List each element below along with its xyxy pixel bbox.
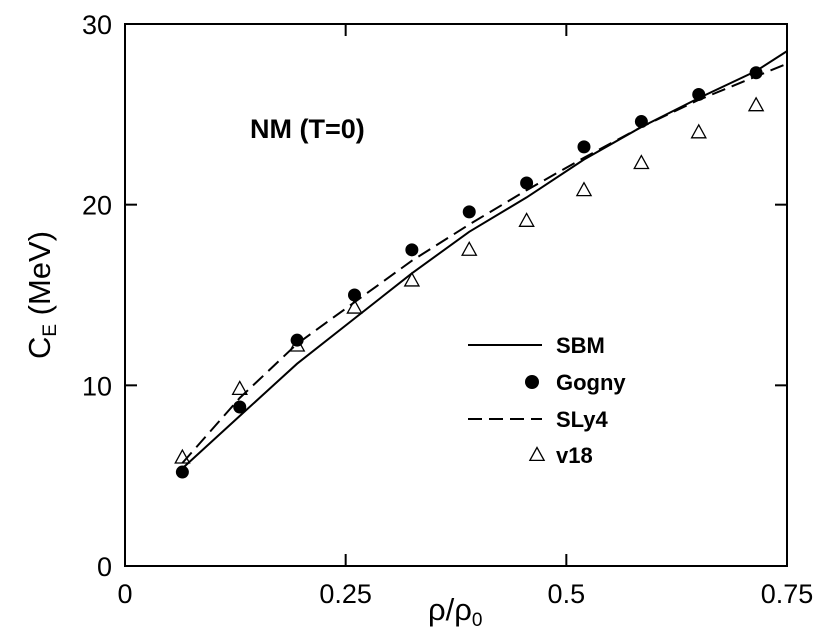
data-point-v18 (231, 380, 248, 395)
data-point-gogny (347, 288, 361, 302)
data-point-v18 (174, 448, 191, 464)
data-point-v18 (403, 271, 421, 287)
axis-ticks (124, 23, 788, 567)
data-point-v18 (747, 96, 765, 112)
data-point-v18 (690, 123, 707, 139)
x-tick-label: 0.5 (548, 579, 586, 609)
legend: SBM Gogny SLy4 v18 (468, 333, 626, 468)
data-point-gogny (405, 243, 419, 257)
tick-labels: 0 0.25 0.5 0.75 0 10 20 30 (82, 10, 813, 609)
data-point-gogny (520, 176, 534, 190)
data-point-gogny (175, 465, 189, 479)
x-tick-label: 0.25 (319, 579, 372, 609)
legend-label: SBM (556, 333, 605, 358)
data-point-gogny (233, 400, 247, 414)
series-line-sly4 (181, 62, 788, 464)
data-point-v18 (288, 336, 306, 352)
plot-frame (124, 23, 788, 567)
y-tick-label: 0 (97, 552, 112, 582)
data-point-v18 (346, 298, 363, 314)
data-point-v18 (518, 212, 535, 227)
legend-label: SLy4 (556, 407, 609, 432)
y-tick-label: 20 (82, 191, 112, 221)
annotation-label: NM (T=0) (250, 114, 365, 144)
series-line-sbm (181, 50, 788, 470)
legend-item-sbm: SBM (468, 333, 605, 358)
x-tick-label: 0 (117, 579, 132, 609)
legend-label: v18 (556, 443, 593, 468)
data-point-gogny (577, 140, 591, 154)
x-axis-title: ρ/ρ0 (428, 592, 482, 631)
y-tick-label: 10 (82, 371, 112, 401)
y-axis-title: CE (MeV) (22, 231, 61, 359)
legend-label: Gogny (556, 370, 626, 395)
data-point-gogny (462, 205, 476, 219)
legend-swatch (528, 446, 546, 462)
data-point-v18 (633, 154, 650, 170)
legend-swatch (525, 375, 539, 389)
y-tick-label: 30 (82, 10, 112, 40)
legend-item-gogny: Gogny (525, 370, 626, 395)
data-point-v18 (461, 240, 478, 256)
data-point-v18 (575, 181, 593, 197)
legend-item-sly4: SLy4 (468, 407, 609, 432)
series-layer (174, 50, 788, 479)
x-tick-label: 0.75 (761, 579, 814, 609)
legend-item-v18: v18 (528, 443, 593, 468)
